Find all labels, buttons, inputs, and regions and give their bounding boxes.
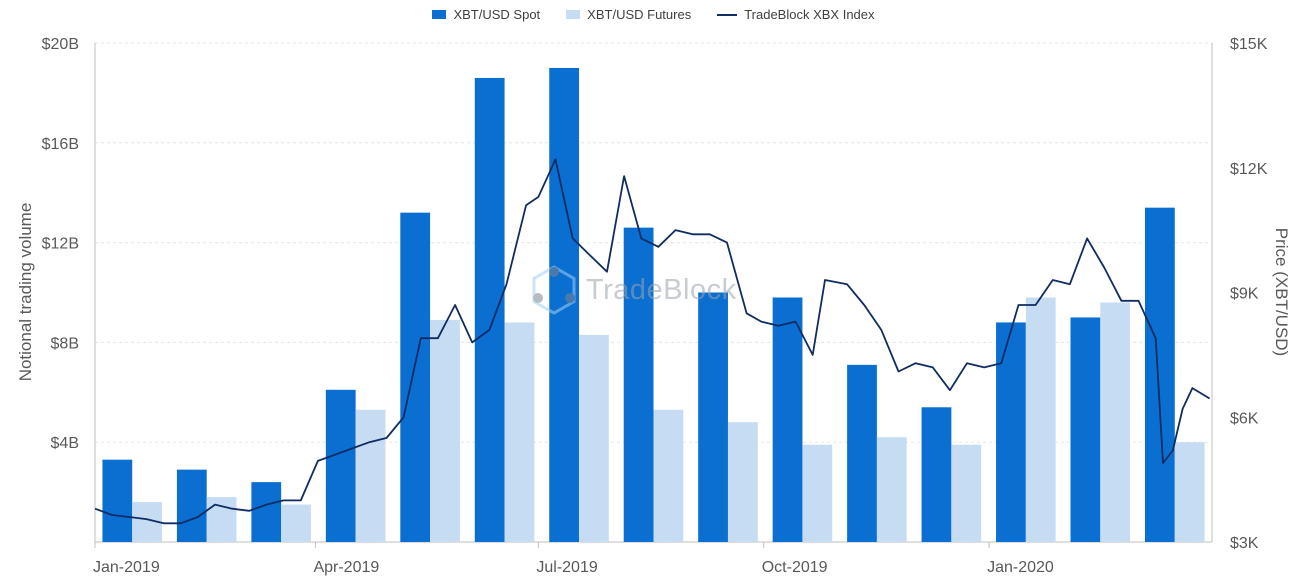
bar-spot xyxy=(1144,207,1175,543)
bar-futures xyxy=(206,497,237,542)
bar-futures xyxy=(1100,302,1131,542)
tradeblock-hexagon-logo-icon xyxy=(532,265,576,315)
bar-futures xyxy=(653,409,684,542)
bar-spot xyxy=(772,297,803,542)
legend-item-spot: XBT/USD Spot xyxy=(432,7,540,22)
bar-futures xyxy=(281,504,311,542)
legend-swatch-index xyxy=(717,13,738,16)
bars xyxy=(102,67,1205,543)
bar-futures xyxy=(727,422,758,542)
bar-futures xyxy=(355,409,386,542)
legend-item-index: TradeBlock XBX Index xyxy=(717,7,875,22)
bar-futures xyxy=(579,334,609,542)
x-tick-label: Jul-2019 xyxy=(536,559,597,576)
price-line-xbx-index xyxy=(94,158,1211,525)
bar-spot xyxy=(549,67,580,542)
y-axis-right-ticks: $3K $6K $9K $12K $15K xyxy=(1230,36,1268,552)
x-tick-label: Apr-2019 xyxy=(313,559,379,576)
bar-spot xyxy=(921,407,952,542)
y2-tick-label: $3K xyxy=(1230,535,1259,552)
bar-spot xyxy=(996,322,1026,542)
legend-label-index: TradeBlock XBX Index xyxy=(744,7,875,22)
x-tick-label: Jan-2020 xyxy=(987,559,1054,576)
y-axis-title: Notional trading volume xyxy=(16,203,35,382)
bar-spot xyxy=(251,482,282,542)
bar-futures xyxy=(1174,442,1205,542)
y2-tick-label: $9K xyxy=(1230,286,1259,303)
bar-spot xyxy=(623,227,654,542)
bar-spot xyxy=(474,77,505,543)
bar-futures xyxy=(430,319,460,542)
x-tick-label: Jan-2019 xyxy=(93,559,160,576)
bar-spot xyxy=(102,459,133,542)
y-tick-label: $20B xyxy=(42,36,79,53)
bar-futures xyxy=(876,437,907,542)
price-line-layer xyxy=(94,158,1211,525)
y-tick-label: $4B xyxy=(51,435,79,452)
legend-label-spot: XBT/USD Spot xyxy=(453,7,541,22)
bar-spot xyxy=(1070,317,1101,542)
watermark: TradeBlock xyxy=(528,264,737,316)
y-axis-left-ticks: $4B $8B $12B $16B $20B xyxy=(42,36,79,452)
bar-spot xyxy=(847,364,877,542)
x-tick-label: Oct-2019 xyxy=(762,559,828,576)
legend-swatch-spot xyxy=(432,10,447,19)
y-tick-label: $12B xyxy=(42,236,79,253)
legend-item-futures: XBT/USD Futures xyxy=(566,7,691,22)
watermark-text: TradeBlock xyxy=(586,273,737,306)
legend: XBT/USD Spot XBT/USD Futures TradeBlock … xyxy=(0,7,1307,22)
bar-futures xyxy=(504,322,535,542)
x-axis-ticks: Jan-2019 Apr-2019 Jul-2019 Oct-2019 Jan-2020 xyxy=(93,542,1054,576)
y2-tick-label: $6K xyxy=(1230,410,1259,427)
legend-label-futures: XBT/USD Futures xyxy=(587,7,692,22)
legend-swatch-futures xyxy=(566,10,581,19)
y-tick-label: $16B xyxy=(42,136,79,153)
bar-spot xyxy=(698,292,728,542)
y-tick-label: $8B xyxy=(51,335,79,352)
bar-spot xyxy=(176,469,207,542)
y2-tick-label: $15K xyxy=(1230,36,1268,53)
bar-futures xyxy=(802,444,833,542)
bar-spot xyxy=(400,212,431,542)
bar-spot xyxy=(325,389,356,542)
bar-futures xyxy=(951,444,982,542)
bar-futures xyxy=(1025,297,1056,542)
y2-axis-title: Price (XBT/USD) xyxy=(1272,228,1291,356)
y2-tick-label: $12K xyxy=(1230,161,1268,178)
